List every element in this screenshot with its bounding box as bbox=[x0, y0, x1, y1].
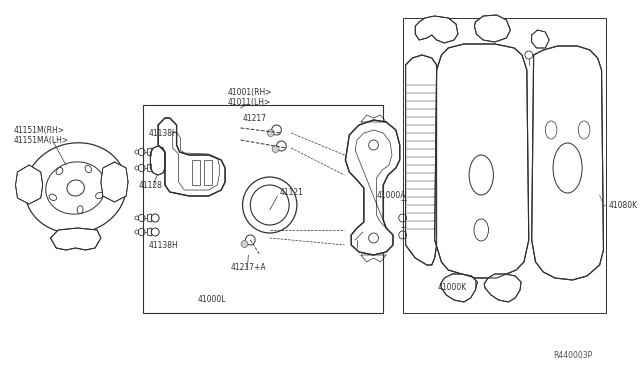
Polygon shape bbox=[440, 274, 477, 302]
Text: 41000L: 41000L bbox=[197, 295, 226, 305]
Text: 41138H: 41138H bbox=[148, 128, 178, 138]
Polygon shape bbox=[150, 146, 165, 175]
Text: 41138H: 41138H bbox=[148, 241, 178, 250]
Polygon shape bbox=[346, 120, 400, 255]
Bar bbox=[403, 18, 606, 313]
Polygon shape bbox=[484, 274, 521, 302]
Polygon shape bbox=[415, 16, 458, 43]
Text: 41217: 41217 bbox=[243, 113, 266, 122]
Bar bbox=[143, 105, 383, 313]
Polygon shape bbox=[532, 30, 549, 48]
Polygon shape bbox=[406, 55, 436, 265]
Text: 41121: 41121 bbox=[280, 187, 303, 196]
Circle shape bbox=[241, 241, 248, 247]
Text: 41011(LH>: 41011(LH> bbox=[228, 97, 271, 106]
Text: 41000K: 41000K bbox=[438, 283, 467, 292]
Polygon shape bbox=[474, 15, 510, 42]
Polygon shape bbox=[532, 46, 604, 280]
Circle shape bbox=[268, 129, 274, 137]
Circle shape bbox=[272, 145, 279, 153]
Text: 41128: 41128 bbox=[139, 180, 163, 189]
Polygon shape bbox=[158, 118, 225, 196]
Polygon shape bbox=[51, 228, 101, 250]
Polygon shape bbox=[435, 44, 529, 278]
Bar bbox=[204, 160, 211, 185]
Bar bbox=[192, 160, 200, 185]
Text: 41001(RH>: 41001(RH> bbox=[228, 87, 273, 96]
Polygon shape bbox=[15, 165, 43, 204]
Text: R440003P: R440003P bbox=[553, 352, 592, 360]
Polygon shape bbox=[101, 162, 128, 202]
Text: 41151M(RH>: 41151M(RH> bbox=[13, 125, 65, 135]
Text: 41000A: 41000A bbox=[376, 190, 406, 199]
Text: 41217+A: 41217+A bbox=[231, 263, 266, 273]
Text: 41151MA(LH>: 41151MA(LH> bbox=[13, 135, 68, 144]
Text: 41080K: 41080K bbox=[609, 201, 637, 209]
